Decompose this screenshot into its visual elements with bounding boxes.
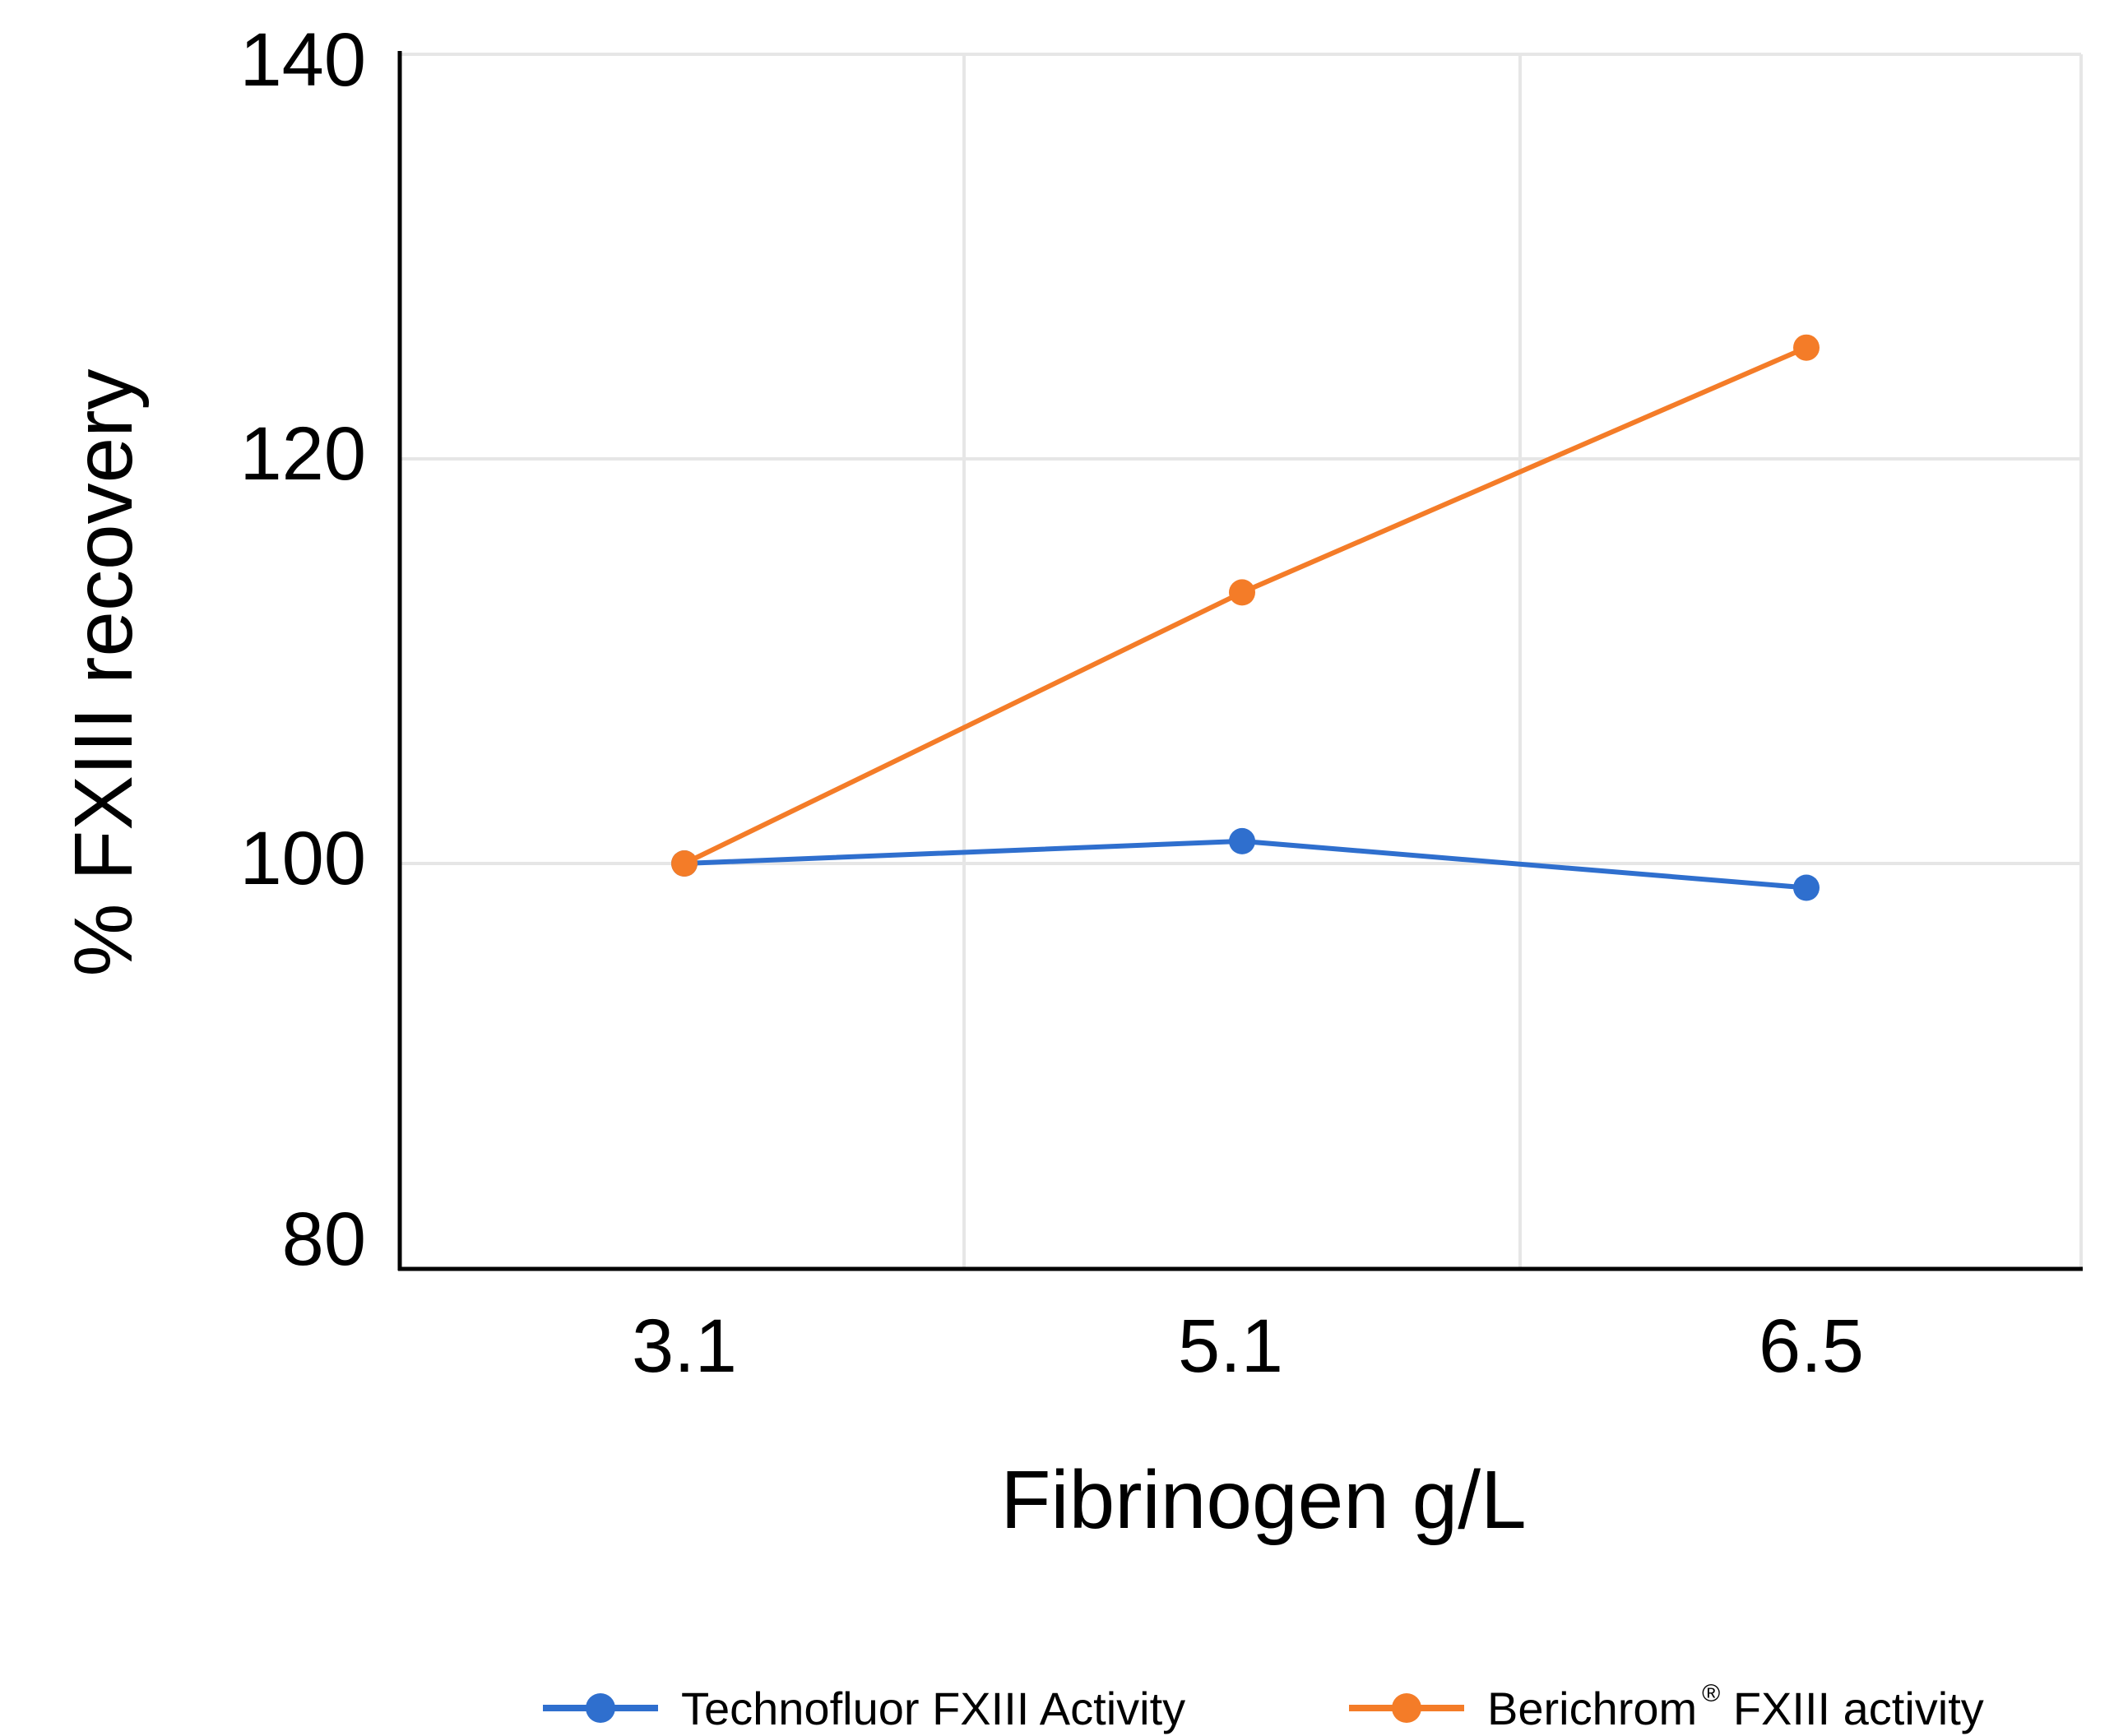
legend-label-berichrom-name: Berichrom — [1487, 1683, 1697, 1734]
series-layer — [671, 334, 1820, 901]
data-point — [1793, 334, 1820, 361]
legend-item-berichrom: Berichrom ® FXIII activity — [1349, 1680, 1984, 1734]
data-point — [1229, 579, 1255, 606]
legend-label-technofluor: Technofluor FXIII Activity — [681, 1683, 1185, 1734]
series-berichrom — [671, 334, 1820, 877]
y-tick-label: 100 — [240, 817, 367, 900]
legend-marker-berichrom — [1392, 1693, 1421, 1723]
legend: Technofluor FXIII Activity Berichrom ® FX… — [543, 1680, 1984, 1734]
data-point — [671, 850, 698, 877]
y-tick-labels: 140 120 100 80 — [240, 18, 367, 1281]
legend-item-technofluor: Technofluor FXIII Activity — [543, 1683, 1185, 1734]
y-tick-label: 80 — [282, 1197, 366, 1281]
y-tick-label: 140 — [240, 18, 367, 102]
legend-label-berichrom-suffix: FXIII activity — [1720, 1683, 1984, 1734]
x-axis-title: Fibrinogen g/L — [1000, 1454, 1526, 1546]
y-axis-title: % FXIII recovery — [58, 368, 150, 976]
legend-label-berichrom: Berichrom ® FXIII activity — [1487, 1680, 1984, 1734]
data-point — [1229, 827, 1255, 854]
legend-label-berichrom-sup: ® — [1702, 1680, 1720, 1707]
data-point — [1793, 874, 1820, 901]
x-tick-label: 5.1 — [1178, 1304, 1283, 1388]
y-tick-label: 120 — [240, 412, 367, 496]
series-line — [683, 345, 1808, 866]
x-tick-label: 3.1 — [632, 1304, 737, 1388]
grid — [400, 53, 2083, 1268]
x-tick-labels: 3.1 5.1 6.5 — [632, 1304, 1864, 1388]
legend-marker-technofluor — [586, 1693, 615, 1723]
x-tick-label: 6.5 — [1759, 1304, 1864, 1388]
